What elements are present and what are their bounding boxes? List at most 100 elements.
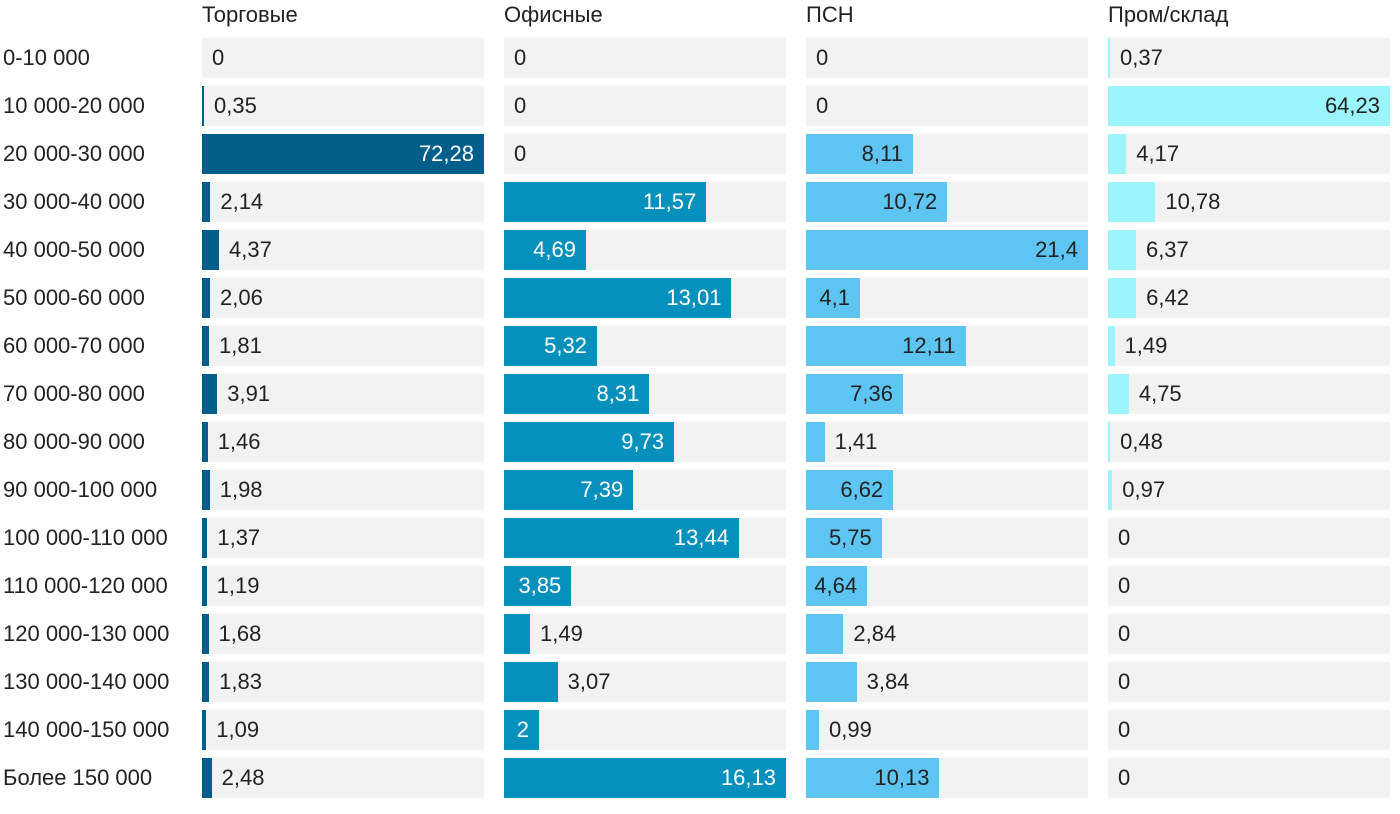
category-label: 140 000-150 000 xyxy=(3,717,170,742)
bar-track: 0 xyxy=(504,86,786,126)
data-label: 0 xyxy=(212,45,225,70)
category-label: 80 000-90 000 xyxy=(3,429,145,454)
data-label: 1,37 xyxy=(217,525,261,550)
bar-track: 7,39 xyxy=(504,470,786,510)
data-label: 1,19 xyxy=(216,573,260,598)
bar xyxy=(202,326,210,366)
category-label: 130 000-140 000 xyxy=(3,669,170,694)
data-label: 1,46 xyxy=(217,429,261,454)
data-label: 6,62 xyxy=(840,477,884,502)
bar-track: 0,35 xyxy=(202,86,484,126)
data-label: 2,06 xyxy=(220,285,263,310)
data-label: 5,32 xyxy=(544,333,587,358)
data-label: 2,84 xyxy=(853,621,897,646)
bar-track: 0,99 xyxy=(806,710,1088,750)
bar xyxy=(806,422,825,462)
category-label: 0-10 000 xyxy=(3,45,90,70)
panel-title: Пром/склад xyxy=(1108,2,1229,27)
bar-track: 8,31 xyxy=(504,374,786,414)
data-label: 0 xyxy=(1118,525,1131,550)
panel-title: ПСН xyxy=(806,2,854,27)
data-label: 1,83 xyxy=(219,669,262,694)
bar xyxy=(504,566,572,606)
data-label: 3,84 xyxy=(866,669,910,694)
bar-track: 9,73 xyxy=(504,422,786,462)
bar xyxy=(202,662,210,702)
bar xyxy=(202,374,218,414)
bar xyxy=(1108,422,1111,462)
bar xyxy=(504,758,786,798)
bar-track: 0 xyxy=(1108,614,1390,654)
bar-track: 2,84 xyxy=(806,614,1088,654)
data-label: 0 xyxy=(816,93,829,118)
bar-track: 0 xyxy=(1108,758,1390,798)
panel-title: Офисные xyxy=(504,2,603,27)
bar xyxy=(202,518,208,558)
bar xyxy=(202,470,210,510)
data-label: 0 xyxy=(1118,669,1131,694)
data-label: 4,64 xyxy=(814,573,858,598)
category-label: 20 000-30 000 xyxy=(3,141,145,166)
bar xyxy=(1108,230,1136,270)
bar xyxy=(1108,182,1156,222)
bar-track: 5,75 xyxy=(806,518,1088,558)
data-label: 11,57 xyxy=(642,189,697,214)
bar xyxy=(1108,86,1390,126)
data-label: 8,31 xyxy=(596,381,640,406)
data-label: 10,13 xyxy=(874,765,930,790)
bar xyxy=(806,566,868,606)
bar-track: 1,98 xyxy=(202,470,484,510)
bar xyxy=(806,614,844,654)
data-label: 13,44 xyxy=(673,525,729,550)
bar xyxy=(504,710,539,750)
bar-track: 1,46 xyxy=(202,422,484,462)
bar-track: 1,37 xyxy=(202,518,484,558)
bar xyxy=(504,374,650,414)
data-label: 1,49 xyxy=(540,621,583,646)
bar-track: 1,09 xyxy=(202,710,484,750)
data-label: 0 xyxy=(1118,717,1131,742)
data-label: 2 xyxy=(516,717,529,742)
bar-track: 3,85 xyxy=(504,566,786,606)
bar-track: 72,28 xyxy=(202,134,484,174)
data-label: 0,37 xyxy=(1120,45,1163,70)
bar xyxy=(806,230,1088,270)
data-label: 1,49 xyxy=(1124,333,1168,358)
bar-track: 0,97 xyxy=(1108,470,1390,510)
bar xyxy=(202,278,211,318)
data-label: 0 xyxy=(1118,573,1131,598)
category-label: 120 000-130 000 xyxy=(3,621,170,646)
bar xyxy=(806,662,857,702)
data-label: 4,37 xyxy=(229,237,272,262)
data-label: 1,41 xyxy=(834,429,878,454)
bar xyxy=(504,182,707,222)
bar-track: 3,91 xyxy=(202,374,484,414)
bar-track: 5,32 xyxy=(504,326,786,366)
data-label: 0 xyxy=(1118,765,1131,790)
data-label: 4,1 xyxy=(819,285,851,310)
data-label: 3,85 xyxy=(518,573,562,598)
data-label: 1,81 xyxy=(219,333,262,358)
bar-track: 0 xyxy=(1108,518,1390,558)
bar xyxy=(806,134,913,174)
data-label: 21,4 xyxy=(1035,237,1078,262)
bar-track: 11,57 xyxy=(504,182,786,222)
bar-track: 4,1 xyxy=(806,278,1088,318)
data-label: 0,35 xyxy=(214,93,257,118)
data-label: 9,73 xyxy=(621,429,665,454)
bar xyxy=(504,614,531,654)
bar-track: 1,49 xyxy=(504,614,786,654)
bar xyxy=(202,134,484,174)
data-label: 6,37 xyxy=(1145,237,1189,262)
category-label: 30 000-40 000 xyxy=(3,189,145,214)
bar xyxy=(806,518,882,558)
bar-track: 3,84 xyxy=(806,662,1088,702)
data-label: 5,75 xyxy=(828,525,872,550)
bar-track: 2 xyxy=(504,710,786,750)
bar-track: 1,41 xyxy=(806,422,1088,462)
bar-track: 0 xyxy=(1108,566,1390,606)
data-label: 0 xyxy=(514,141,527,166)
category-label: 70 000-80 000 xyxy=(3,381,145,406)
data-label: 7,36 xyxy=(850,381,893,406)
data-label: 4,75 xyxy=(1138,381,1182,406)
